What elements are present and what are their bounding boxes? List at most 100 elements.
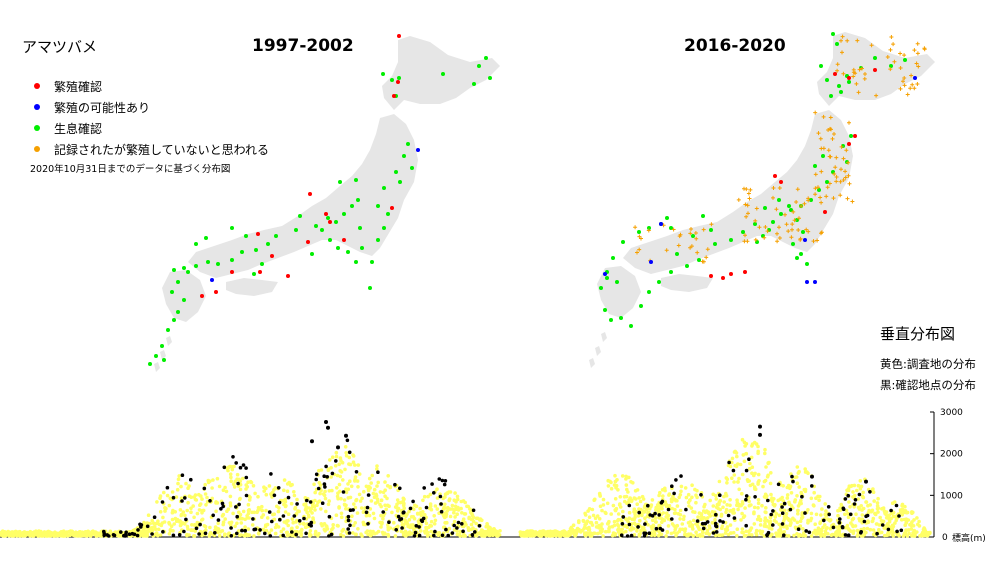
non-breeding-mark [835, 62, 840, 67]
confirmed-site-dot [769, 512, 773, 517]
surveyed-site-dot [294, 518, 299, 523]
confirmed-site-dot [438, 494, 443, 499]
surveyed-site-dot [252, 534, 256, 538]
confirmed-site-dot [804, 529, 808, 533]
non-breeding-mark [689, 227, 693, 231]
non-breeding-mark [902, 53, 907, 58]
confirmed-site-dot [452, 523, 457, 528]
surveyed-site-dot [737, 487, 741, 492]
surveyed-site-dot [418, 506, 422, 511]
confirmed-site-dot [840, 525, 845, 530]
confirmed-site-dot [402, 510, 406, 514]
surveyed-site-dot [644, 507, 649, 512]
surveyed-site-dot [374, 531, 379, 535]
surveyed-site-dot [650, 498, 655, 502]
surveyed-site-dot [570, 529, 574, 533]
surveyed-site-dot [736, 480, 740, 484]
non-breeding-mark [633, 225, 638, 230]
surveyed-site-dot [671, 494, 675, 499]
surveyed-site-dot [686, 533, 690, 538]
confirmed-site-dot [684, 507, 688, 512]
surveyed-site-dot [821, 525, 825, 530]
surveyed-site-dot [229, 475, 233, 480]
surveyed-site-dot [0, 530, 4, 534]
non-breeding-mark [813, 186, 818, 191]
confirmed-site-dot [726, 513, 731, 518]
surveyed-site-dot [740, 472, 745, 477]
surveyed-site-dot [875, 501, 880, 505]
surveyed-site-dot [784, 511, 789, 516]
non-breeding-mark [775, 239, 780, 244]
surveyed-site-dot [273, 531, 278, 536]
surveyed-site-dot [860, 513, 865, 517]
non-breeding-mark [806, 229, 811, 234]
surveyed-site-dot [396, 524, 400, 529]
surveyed-site-dot [858, 486, 863, 491]
surveyed-site-dot [628, 528, 632, 532]
breeding-possible-dot [649, 260, 653, 264]
non-breeding-mark [915, 41, 920, 46]
surveyed-site-dot [185, 508, 189, 513]
surveyed-site-dot [624, 483, 629, 487]
legend-item-present: 生息確認 [30, 118, 269, 138]
surveyed-site-dot [448, 514, 453, 519]
present-dot [611, 256, 615, 260]
confirmed-site-dot [659, 501, 664, 505]
surveyed-site-dot [375, 500, 380, 504]
surveyed-site-dot [823, 502, 827, 506]
surveyed-site-dot [174, 495, 179, 499]
surveyed-site-dot [716, 506, 720, 511]
surveyed-site-dot [735, 498, 739, 503]
confirmed-site-dot [240, 528, 244, 533]
surveyed-site-dot [158, 533, 163, 537]
surveyed-site-dot [856, 497, 860, 501]
present-dot [354, 178, 358, 182]
surveyed-site-dot [203, 482, 207, 487]
surveyed-site-dot [74, 532, 79, 537]
confirmed-site-dot [171, 495, 176, 500]
surveyed-site-dot [625, 501, 629, 506]
present-dot [753, 222, 757, 226]
surveyed-site-dot [667, 493, 671, 497]
surveyed-site-dot [760, 503, 764, 508]
surveyed-site-dot [113, 530, 118, 535]
non-breeding-mark [646, 228, 651, 233]
surveyed-site-dot [683, 486, 688, 490]
confirmed-site-dot [862, 519, 867, 524]
surveyed-site-dot [352, 502, 356, 506]
surveyed-site-dot [809, 496, 814, 501]
surveyed-site-dot [435, 507, 440, 511]
surveyed-site-dot [231, 511, 235, 516]
surveyed-site-dot [689, 506, 694, 510]
surveyed-site-dot [873, 511, 877, 516]
surveyed-site-dot [684, 495, 689, 500]
surveyed-site-dot [34, 529, 38, 533]
present-dot [819, 64, 823, 68]
surveyed-site-dot [763, 447, 767, 452]
surveyed-site-dot [402, 532, 407, 537]
confirmed-site-dot [857, 492, 862, 497]
surveyed-site-dot [910, 520, 914, 524]
confirmed-site-dot [127, 532, 132, 536]
surveyed-site-dot [306, 513, 311, 517]
surveyed-site-dot [210, 486, 214, 490]
surveyed-site-dot [883, 524, 888, 528]
map-1997-2002 [148, 34, 500, 372]
surveyed-site-dot [168, 529, 173, 533]
surveyed-site-dot [728, 498, 732, 502]
confirmed-site-dot [334, 459, 338, 463]
present-dot [615, 280, 619, 284]
surveyed-site-dot [669, 531, 674, 536]
non-breeding-mark [843, 175, 848, 180]
surveyed-site-dot [731, 530, 736, 535]
surveyed-site-dot [346, 487, 351, 492]
surveyed-site-dot [886, 532, 891, 536]
confirmed-site-dot [221, 504, 225, 509]
surveyed-site-dot [583, 513, 588, 517]
surveyed-site-dot [598, 530, 603, 535]
surveyed-site-dot [649, 533, 654, 538]
surveyed-site-dot [915, 516, 919, 520]
surveyed-site-dot [187, 494, 192, 499]
present-dot [172, 318, 176, 322]
surveyed-site-dot [793, 498, 798, 502]
